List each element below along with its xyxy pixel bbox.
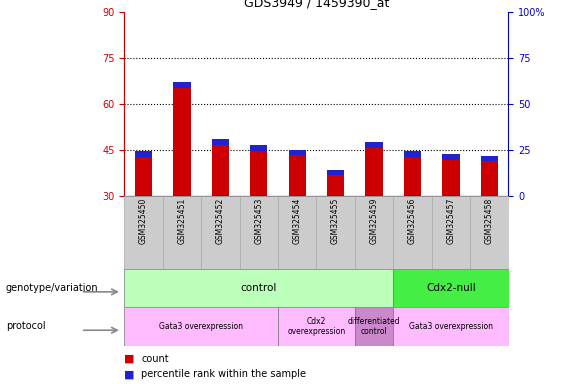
Bar [470, 196, 508, 269]
Bar [355, 196, 393, 269]
Bar [173, 82, 190, 88]
Text: GSM325455: GSM325455 [331, 198, 340, 244]
Bar [366, 142, 383, 196]
Bar [481, 156, 498, 196]
Bar [124, 196, 163, 269]
Text: ■: ■ [124, 354, 135, 364]
Bar [442, 154, 459, 160]
Text: percentile rank within the sample: percentile rank within the sample [141, 369, 306, 379]
Bar [404, 151, 421, 196]
Bar [250, 145, 267, 196]
Text: GSM325450: GSM325450 [139, 198, 148, 244]
Bar [442, 154, 459, 196]
Text: GSM325452: GSM325452 [216, 198, 225, 244]
Text: GSM325458: GSM325458 [485, 198, 494, 244]
Text: genotype/variation: genotype/variation [6, 283, 98, 293]
Bar [135, 151, 152, 157]
Text: control: control [241, 283, 277, 293]
Text: GSM325459: GSM325459 [370, 198, 379, 244]
Bar [393, 307, 508, 346]
Bar [355, 307, 393, 346]
Text: GSM325454: GSM325454 [293, 198, 302, 244]
Bar [289, 150, 306, 155]
Bar [432, 196, 470, 269]
Bar [327, 170, 344, 175]
Bar [316, 196, 355, 269]
Text: Cdx2-null: Cdx2-null [426, 283, 476, 293]
Bar [289, 150, 306, 196]
Bar [481, 156, 498, 161]
Bar [212, 139, 229, 196]
Text: Gata3 overexpression: Gata3 overexpression [409, 322, 493, 331]
Bar [201, 196, 240, 269]
Text: protocol: protocol [6, 321, 45, 331]
Bar [240, 196, 278, 269]
Bar [135, 151, 152, 196]
Text: ■: ■ [124, 369, 135, 379]
Bar [327, 170, 344, 196]
Bar [393, 196, 432, 269]
Text: GSM325451: GSM325451 [177, 198, 186, 244]
Title: GDS3949 / 1459390_at: GDS3949 / 1459390_at [244, 0, 389, 9]
Bar [278, 307, 355, 346]
Text: count: count [141, 354, 169, 364]
Bar [393, 269, 508, 307]
Bar [163, 196, 201, 269]
Bar [124, 269, 393, 307]
Text: GSM325457: GSM325457 [446, 198, 455, 244]
Text: Cdx2
overexpression: Cdx2 overexpression [287, 317, 346, 336]
Bar [124, 307, 278, 346]
Bar [173, 82, 190, 196]
Bar [212, 139, 229, 144]
Bar [250, 145, 267, 151]
Text: differentiated
control: differentiated control [347, 317, 401, 336]
Text: GSM325456: GSM325456 [408, 198, 417, 244]
Bar [366, 142, 383, 147]
Bar [404, 151, 421, 157]
Text: GSM325453: GSM325453 [254, 198, 263, 244]
Bar [278, 196, 316, 269]
Text: Gata3 overexpression: Gata3 overexpression [159, 322, 243, 331]
